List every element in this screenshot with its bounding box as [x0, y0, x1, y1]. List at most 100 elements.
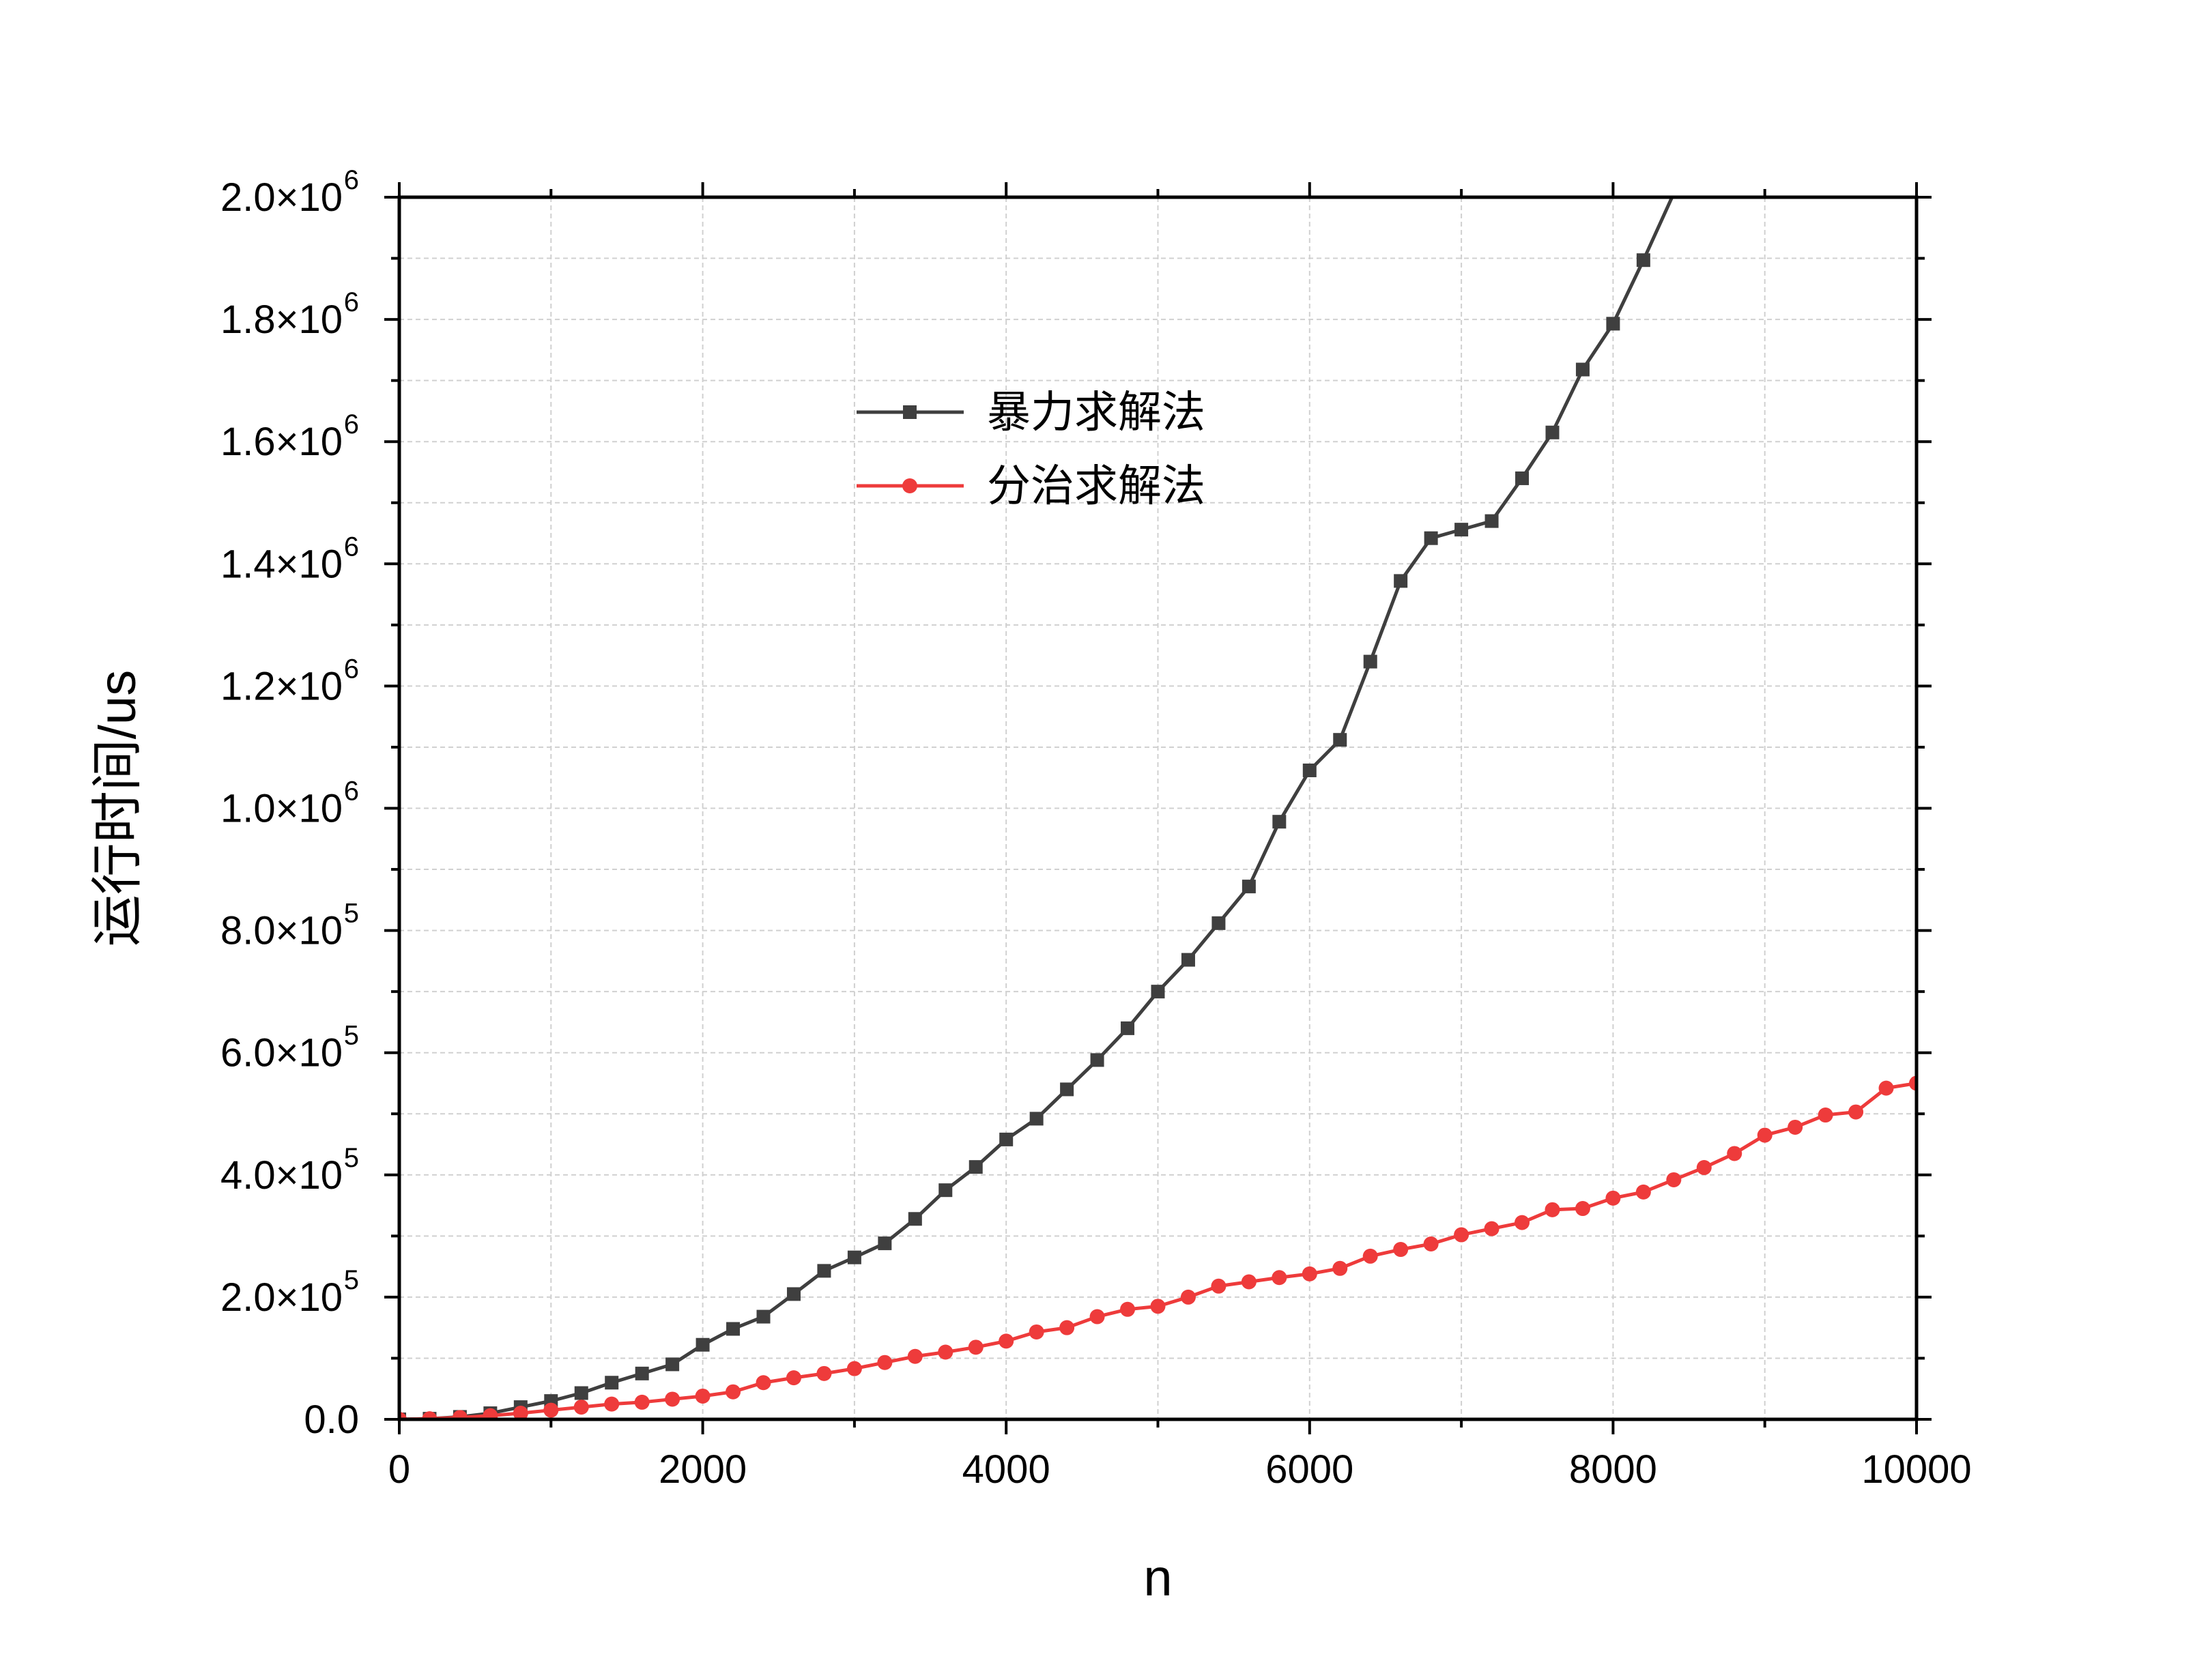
data-point [1181, 953, 1195, 967]
data-point [665, 1357, 680, 1372]
y-tick-label-exponent: 5 [344, 899, 359, 929]
y-tick-label-exponent: 6 [344, 532, 359, 562]
data-point [573, 1400, 589, 1415]
data-point [1606, 317, 1620, 331]
data-point [1454, 1227, 1469, 1243]
legend-marker [902, 478, 917, 493]
data-point [1545, 1202, 1560, 1217]
data-point [1211, 1278, 1226, 1294]
data-point [907, 1348, 923, 1364]
series-circle [399, 1075, 1917, 1419]
data-point [786, 1370, 801, 1386]
data-point [695, 1337, 710, 1352]
legend-marker [903, 405, 917, 419]
data-point [1515, 1215, 1530, 1230]
grid [399, 197, 1917, 1419]
data-point [1848, 1104, 1864, 1120]
data-point [1394, 574, 1408, 588]
data-point [1696, 1160, 1712, 1176]
data-point [786, 1287, 801, 1301]
data-point [1635, 1184, 1651, 1200]
ticks [384, 182, 1932, 1434]
data-point [726, 1322, 741, 1336]
x-tick-label: 6000 [1265, 1447, 1353, 1492]
data-point [817, 1264, 831, 1278]
data-point [847, 1250, 861, 1264]
data-point [543, 1402, 559, 1418]
data-point [1272, 815, 1287, 829]
data-point [1242, 880, 1256, 894]
data-point [1060, 1082, 1074, 1097]
data-point [938, 1344, 953, 1360]
x-axis-title: n [1143, 1549, 1172, 1607]
x-tick-label: 8000 [1569, 1447, 1657, 1492]
y-tick-label-exponent: 5 [344, 1021, 359, 1051]
data-point [1515, 471, 1530, 485]
data-point [1575, 1201, 1590, 1217]
data-point [1423, 1236, 1439, 1251]
y-tick-label: 2.0×10 [220, 175, 343, 220]
y-tick-label: 1.4×10 [220, 542, 343, 586]
data-point [1545, 425, 1560, 439]
data-point [816, 1365, 832, 1381]
x-tick-label: 10000 [1861, 1447, 1971, 1492]
data-point [1150, 1299, 1166, 1314]
y-tick-label-exponent: 6 [344, 409, 359, 439]
data-point [1788, 1119, 1803, 1135]
y-tick-label: 0.0 [304, 1397, 359, 1442]
y-axis-title: 运行时间/us [89, 670, 147, 946]
data-point [1029, 1324, 1044, 1339]
data-point [1211, 916, 1226, 930]
data-point [635, 1366, 649, 1380]
data-point [1272, 1270, 1287, 1286]
y-tick-label: 1.0×10 [220, 787, 343, 831]
data-point [1333, 733, 1347, 747]
data-point [1362, 1248, 1378, 1264]
data-point [1120, 1301, 1136, 1317]
data-point [1424, 531, 1438, 545]
data-point [908, 1212, 922, 1226]
data-point [846, 1361, 862, 1376]
data-point [878, 1236, 892, 1251]
x-tick-label: 4000 [962, 1447, 1050, 1492]
data-point [1575, 362, 1590, 377]
data-point [695, 1388, 711, 1404]
data-point [1241, 1274, 1257, 1290]
data-point [1332, 1260, 1348, 1276]
data-point [999, 1333, 1014, 1349]
x-tick-labels: 0 2000 4000 6000 8000 10000 [388, 1447, 1972, 1492]
data-point [1180, 1289, 1196, 1305]
data-point [1878, 1080, 1894, 1096]
y-tick-label: 2.0×10 [220, 1275, 343, 1320]
y-tick-label: 4.0×10 [220, 1153, 343, 1198]
x-tick-label: 0 [388, 1447, 410, 1492]
data-point [938, 1183, 953, 1198]
data-point [969, 1160, 983, 1174]
data-point [1090, 1053, 1104, 1067]
data-point [665, 1391, 680, 1407]
y-tick-label: 1.2×10 [220, 664, 343, 708]
data-point [1151, 985, 1165, 999]
data-point [1363, 654, 1377, 669]
data-point [1757, 1127, 1773, 1143]
y-tick-label: 8.0×10 [220, 909, 343, 953]
data-point [452, 1410, 468, 1419]
data-point [756, 1375, 771, 1391]
data-point [604, 1396, 620, 1412]
data-point [1484, 1221, 1500, 1236]
data-point [1909, 1075, 1917, 1091]
x-tick-label: 2000 [659, 1447, 747, 1492]
data-point [1727, 1146, 1742, 1161]
legend-item: 暴力求解法 [857, 388, 1205, 438]
data-point [605, 1376, 619, 1390]
data-point [756, 1309, 771, 1324]
legend-label: 分治求解法 [987, 461, 1205, 512]
data-point [1666, 1172, 1682, 1187]
legend-item: 分治求解法 [857, 461, 1205, 512]
data-point [1302, 763, 1317, 777]
y-tick-label-exponent: 6 [344, 287, 359, 317]
y-tick-label-exponent: 5 [344, 1265, 359, 1295]
